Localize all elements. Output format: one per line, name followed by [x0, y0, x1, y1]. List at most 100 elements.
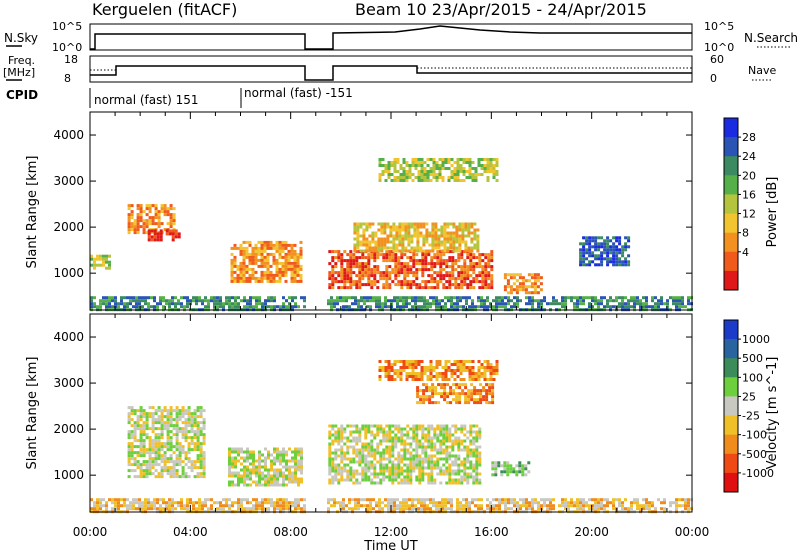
velocity-cell — [117, 498, 120, 502]
power-cell — [330, 302, 333, 306]
velocity-cell — [144, 504, 147, 508]
power-cell — [386, 222, 390, 226]
velocity-cell — [169, 475, 173, 479]
power-cell — [111, 305, 114, 309]
power-cell — [422, 237, 426, 241]
velocity-cell — [364, 463, 368, 467]
power-cell — [93, 266, 96, 270]
power-cell — [163, 210, 167, 214]
power-cell — [470, 246, 474, 250]
power-cell — [248, 261, 252, 265]
velocity-cell — [337, 466, 341, 470]
velocity-cell — [327, 498, 330, 502]
power-cell — [123, 305, 126, 309]
velocity-cell — [261, 507, 264, 511]
velocity-cell — [491, 383, 495, 387]
velocity-cell — [394, 469, 398, 473]
power-cell — [403, 262, 407, 266]
velocity-cell — [388, 475, 392, 479]
power-cell — [434, 246, 438, 250]
power-cell — [411, 305, 414, 309]
power-cell — [266, 261, 270, 265]
velocity-cell — [387, 504, 390, 508]
velocity-cell — [352, 430, 356, 434]
power-cell — [366, 296, 369, 300]
power-cell — [612, 263, 616, 267]
power-cell — [222, 305, 225, 309]
power-cell — [145, 231, 149, 235]
power-cell — [383, 240, 387, 244]
velocity-cell — [355, 427, 359, 431]
velocity-cell — [491, 401, 495, 405]
velocity-cell — [472, 466, 476, 470]
velocity-cell — [494, 467, 498, 471]
velocity-cell — [427, 460, 431, 464]
power-cell — [477, 305, 480, 309]
velocity-cell — [357, 498, 360, 502]
power-cell — [666, 305, 669, 309]
power-cell — [216, 299, 219, 303]
power-cell — [375, 296, 378, 300]
power-cell — [248, 276, 252, 280]
power-cell — [380, 228, 384, 232]
power-cell — [455, 228, 459, 232]
velocity-cell — [267, 471, 270, 475]
power-cell — [495, 302, 498, 306]
power-cell — [468, 161, 472, 164]
velocity-cell — [172, 469, 176, 473]
power-cell — [463, 274, 467, 278]
velocity-cell — [464, 401, 468, 405]
power-cell — [377, 237, 381, 241]
velocity-cell — [452, 392, 456, 396]
power-cell — [373, 277, 377, 281]
velocity-cell — [379, 466, 383, 470]
velocity-cell — [397, 472, 401, 476]
power-cell — [228, 299, 231, 303]
velocity-cell — [93, 501, 96, 505]
velocity-cell — [252, 507, 255, 511]
power-cell — [585, 251, 589, 255]
velocity-cell — [355, 439, 359, 443]
velocity-cell — [447, 369, 451, 372]
velocity-cell — [445, 454, 449, 458]
velocity-cell — [452, 389, 456, 393]
power-cell — [444, 167, 448, 170]
velocity-cell — [453, 369, 457, 372]
power-cell — [378, 302, 381, 306]
power-cell — [343, 283, 347, 287]
velocity-cell — [328, 430, 332, 434]
velocity-cell — [198, 498, 201, 502]
power-cell — [180, 296, 183, 300]
power-cell — [472, 280, 476, 284]
power-cell — [145, 219, 149, 223]
power-cell — [687, 302, 690, 306]
velocity-cell — [382, 478, 386, 482]
velocity-cell — [151, 463, 155, 467]
power-cell — [139, 204, 143, 208]
velocity-cell — [426, 504, 429, 508]
power-cell — [192, 296, 195, 300]
velocity-cell — [375, 501, 378, 505]
velocity-cell — [160, 409, 164, 413]
velocity-cell — [154, 421, 158, 425]
velocity-cell — [427, 427, 431, 431]
velocity-cell — [597, 501, 600, 505]
power-cell — [370, 283, 374, 287]
velocity-cell — [495, 507, 498, 511]
power-cell — [533, 273, 537, 277]
velocity-cell — [457, 427, 461, 431]
power-cell — [254, 246, 258, 250]
power-cell — [466, 253, 470, 257]
power-cell — [239, 261, 243, 265]
power-cell — [460, 250, 464, 254]
velocity-cell — [196, 442, 200, 446]
power-cell — [397, 265, 401, 269]
power-cell — [281, 240, 285, 244]
velocity-cell — [151, 424, 155, 428]
power-cell — [384, 299, 387, 303]
power-cell — [373, 280, 377, 284]
velocity-cell — [486, 504, 489, 508]
power-cell — [255, 305, 258, 309]
velocity-cell — [434, 386, 438, 390]
velocity-cell — [184, 436, 188, 440]
